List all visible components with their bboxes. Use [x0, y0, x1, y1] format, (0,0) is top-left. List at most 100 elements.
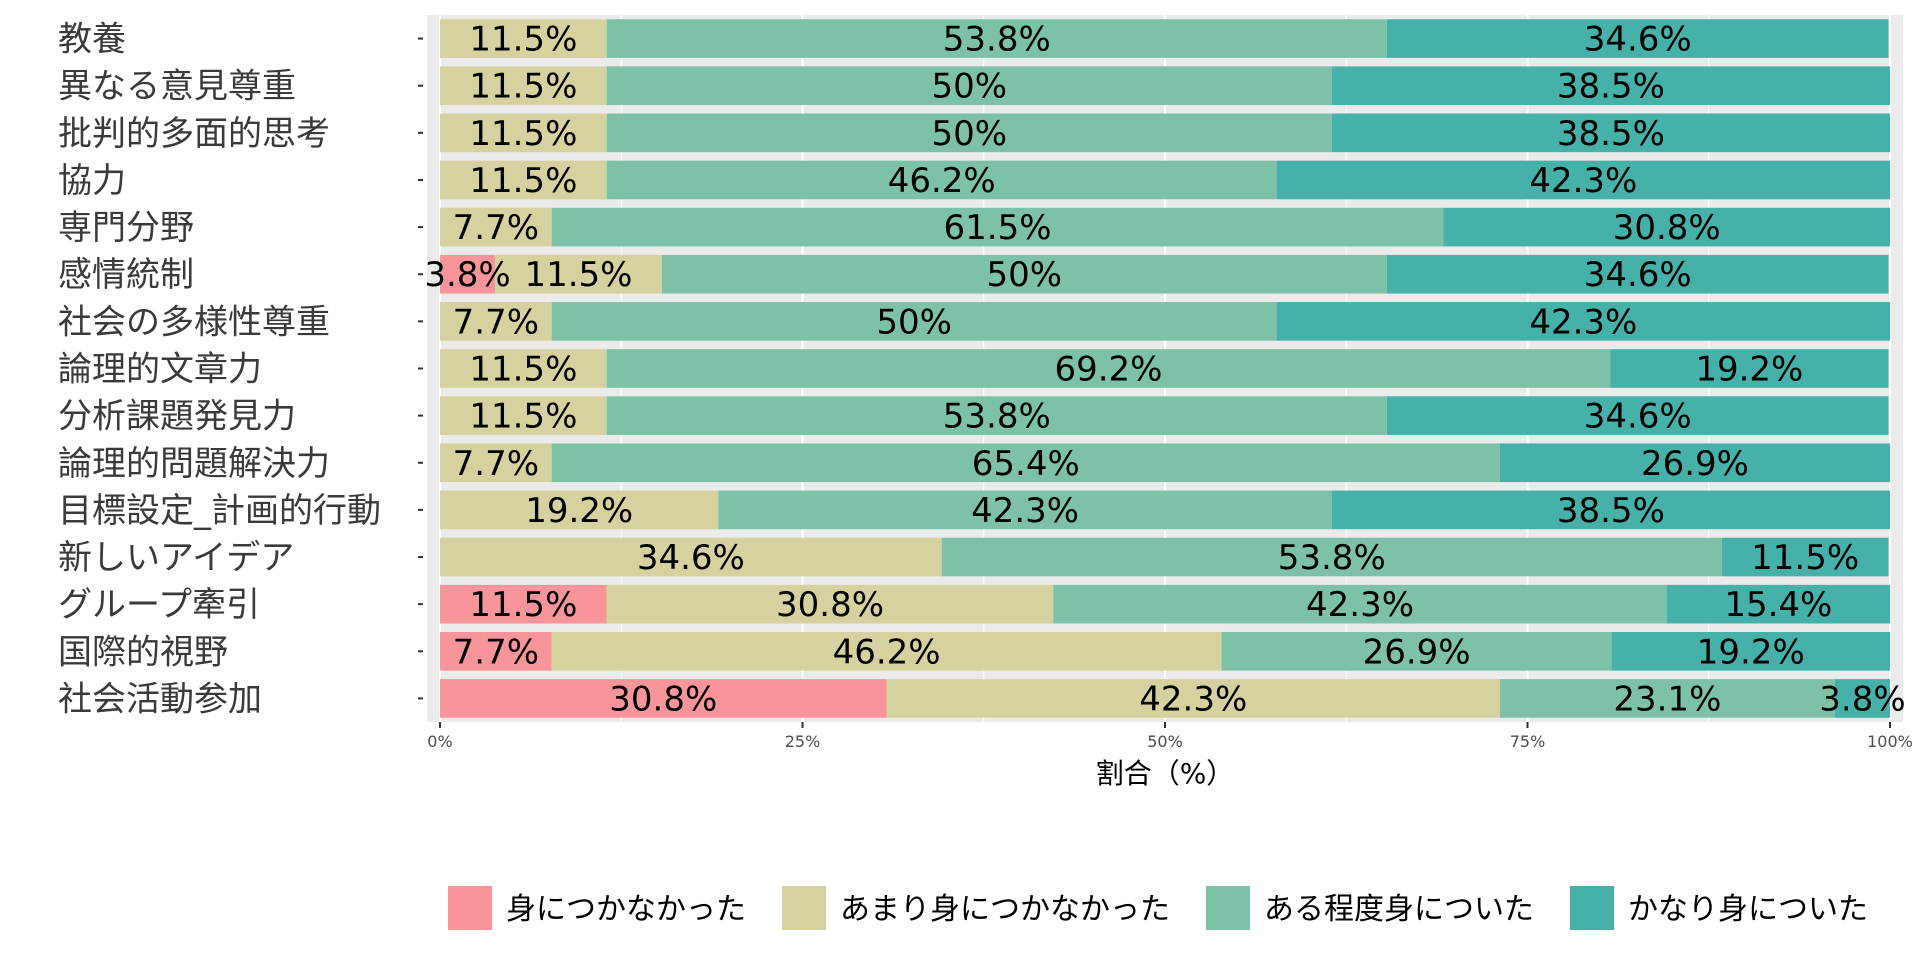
- data-label: 34.6%: [1584, 255, 1692, 295]
- data-label: 30.8%: [609, 679, 717, 719]
- bar-segment: [606, 160, 1277, 200]
- bar-segment: [440, 584, 607, 624]
- category-label: 教養: [58, 20, 126, 60]
- data-label: 42.3%: [971, 491, 1079, 531]
- bar-segment: [1499, 679, 1835, 718]
- legend-swatch: [448, 886, 492, 930]
- bar-segment: [440, 302, 552, 341]
- bar-segment: [1666, 584, 1890, 624]
- data-label: 7.7%: [453, 208, 539, 248]
- data-label: 42.3%: [1529, 161, 1637, 201]
- category-label: 論理的問題解決力: [58, 444, 330, 484]
- bar-segment: [606, 396, 1387, 435]
- data-label: 69.2%: [1054, 350, 1162, 390]
- data-label: 19.2%: [525, 491, 633, 531]
- bar-segment: [1386, 254, 1889, 294]
- data-label: 19.2%: [1695, 350, 1803, 390]
- data-label: 50%: [931, 114, 1007, 154]
- bar-segment: [1386, 19, 1889, 58]
- data-labels: 11.5% 53.8% 34.6% 11.5% 50% 38.5% 11.5% 50% 38.5…: [424, 20, 1905, 720]
- data-label: 34.6%: [1584, 20, 1692, 60]
- x-tick-labels: 0% 25% 50% 75% 100%: [427, 722, 1913, 751]
- data-label: 11.5%: [469, 397, 577, 437]
- category-label: 論理的文章力: [58, 350, 262, 390]
- data-label: 53.8%: [1278, 538, 1386, 578]
- data-label: 7.7%: [453, 444, 539, 484]
- bar-segment: [1221, 631, 1612, 671]
- data-label: 53.8%: [943, 20, 1051, 60]
- bar-segment: [1611, 631, 1890, 671]
- x-tick-label: 25%: [785, 732, 821, 751]
- bar-segment: [551, 443, 1500, 483]
- category-labels: 教養異なる意見尊重批判的多面的思考協力専門分野感情統制社会の多様性尊重論理的文章…: [58, 20, 423, 719]
- category-label: 専門分野: [58, 208, 194, 248]
- data-label: 38.5%: [1557, 114, 1665, 154]
- data-label: 11.5%: [524, 255, 632, 295]
- bar-segment: [440, 396, 607, 435]
- data-label: 38.5%: [1557, 67, 1665, 107]
- bar-segment: [661, 254, 1387, 294]
- data-label: 65.4%: [972, 444, 1080, 484]
- bar-segment: [551, 302, 1277, 341]
- legend-item: 身につかなかった: [448, 886, 746, 930]
- category-label: 社会活動参加: [58, 679, 262, 719]
- data-label: 42.3%: [1529, 302, 1637, 342]
- category-label: 分析課題発見力: [58, 397, 296, 437]
- bar-segment: [440, 631, 552, 671]
- bar-segment: [440, 537, 942, 577]
- bar-segment: [1331, 490, 1890, 530]
- bar-segment: [606, 349, 1611, 388]
- bar-segment: [886, 679, 1500, 718]
- legend-label: ある程度身についた: [1264, 892, 1534, 927]
- category-label: 協力: [58, 161, 126, 201]
- data-label: 42.3%: [1139, 679, 1247, 719]
- bar-segment: [1276, 302, 1890, 341]
- data-label: 11.5%: [469, 67, 577, 107]
- bar-segment: [1610, 349, 1889, 388]
- data-label: 11.5%: [469, 161, 577, 201]
- bar-segment: [440, 349, 607, 388]
- data-label: 3.8%: [1819, 679, 1905, 719]
- category-label: 国際的視野: [58, 632, 228, 672]
- bar-segment: [1276, 160, 1890, 200]
- category-label: 社会の多様性尊重: [58, 302, 330, 342]
- bar-segment: [440, 490, 719, 530]
- bar-segment: [1834, 679, 1890, 718]
- legend-label: かなり身についた: [1628, 892, 1868, 927]
- data-label: 50%: [987, 255, 1063, 295]
- data-label: 38.5%: [1557, 491, 1665, 531]
- data-label: 11.5%: [469, 585, 577, 625]
- bar-segment: [606, 66, 1332, 106]
- category-label: 批判的多面的思考: [58, 114, 330, 154]
- bar-segment: [440, 19, 607, 58]
- bar-segment: [440, 207, 552, 247]
- bar-segment: [606, 19, 1387, 58]
- category-label: 目標設定_計画的行動: [58, 491, 381, 531]
- data-label: 34.6%: [637, 538, 745, 578]
- x-tick-label: 50%: [1147, 732, 1183, 751]
- data-label: 19.2%: [1697, 632, 1805, 672]
- bar-segment: [1499, 443, 1890, 483]
- data-label: 46.2%: [833, 632, 941, 672]
- bar-segment: [718, 490, 1332, 530]
- category-label: グループ牽引: [58, 585, 260, 625]
- data-label: 3.8%: [424, 255, 510, 295]
- bar-segment: [1053, 584, 1667, 624]
- legend-swatch: [1206, 886, 1250, 930]
- bar-segment: [551, 631, 1222, 671]
- data-label: 11.5%: [469, 350, 577, 390]
- data-label: 50%: [876, 302, 952, 342]
- bar-segment: [941, 537, 1722, 577]
- data-label: 7.7%: [453, 302, 539, 342]
- legend: 身につかなかった あまり身につかなかった ある程度身についた かなり身についた: [448, 886, 1868, 930]
- x-tick-label: 0%: [427, 732, 452, 751]
- bar-segment: [606, 584, 1054, 624]
- legend-label: あまり身につかなかった: [840, 892, 1170, 927]
- bar-segment: [440, 113, 607, 153]
- data-label: 26.9%: [1363, 632, 1471, 672]
- bar-segment: [495, 254, 662, 294]
- data-label: 15.4%: [1724, 585, 1832, 625]
- data-label: 11.5%: [1751, 538, 1859, 578]
- data-label: 7.7%: [453, 632, 539, 672]
